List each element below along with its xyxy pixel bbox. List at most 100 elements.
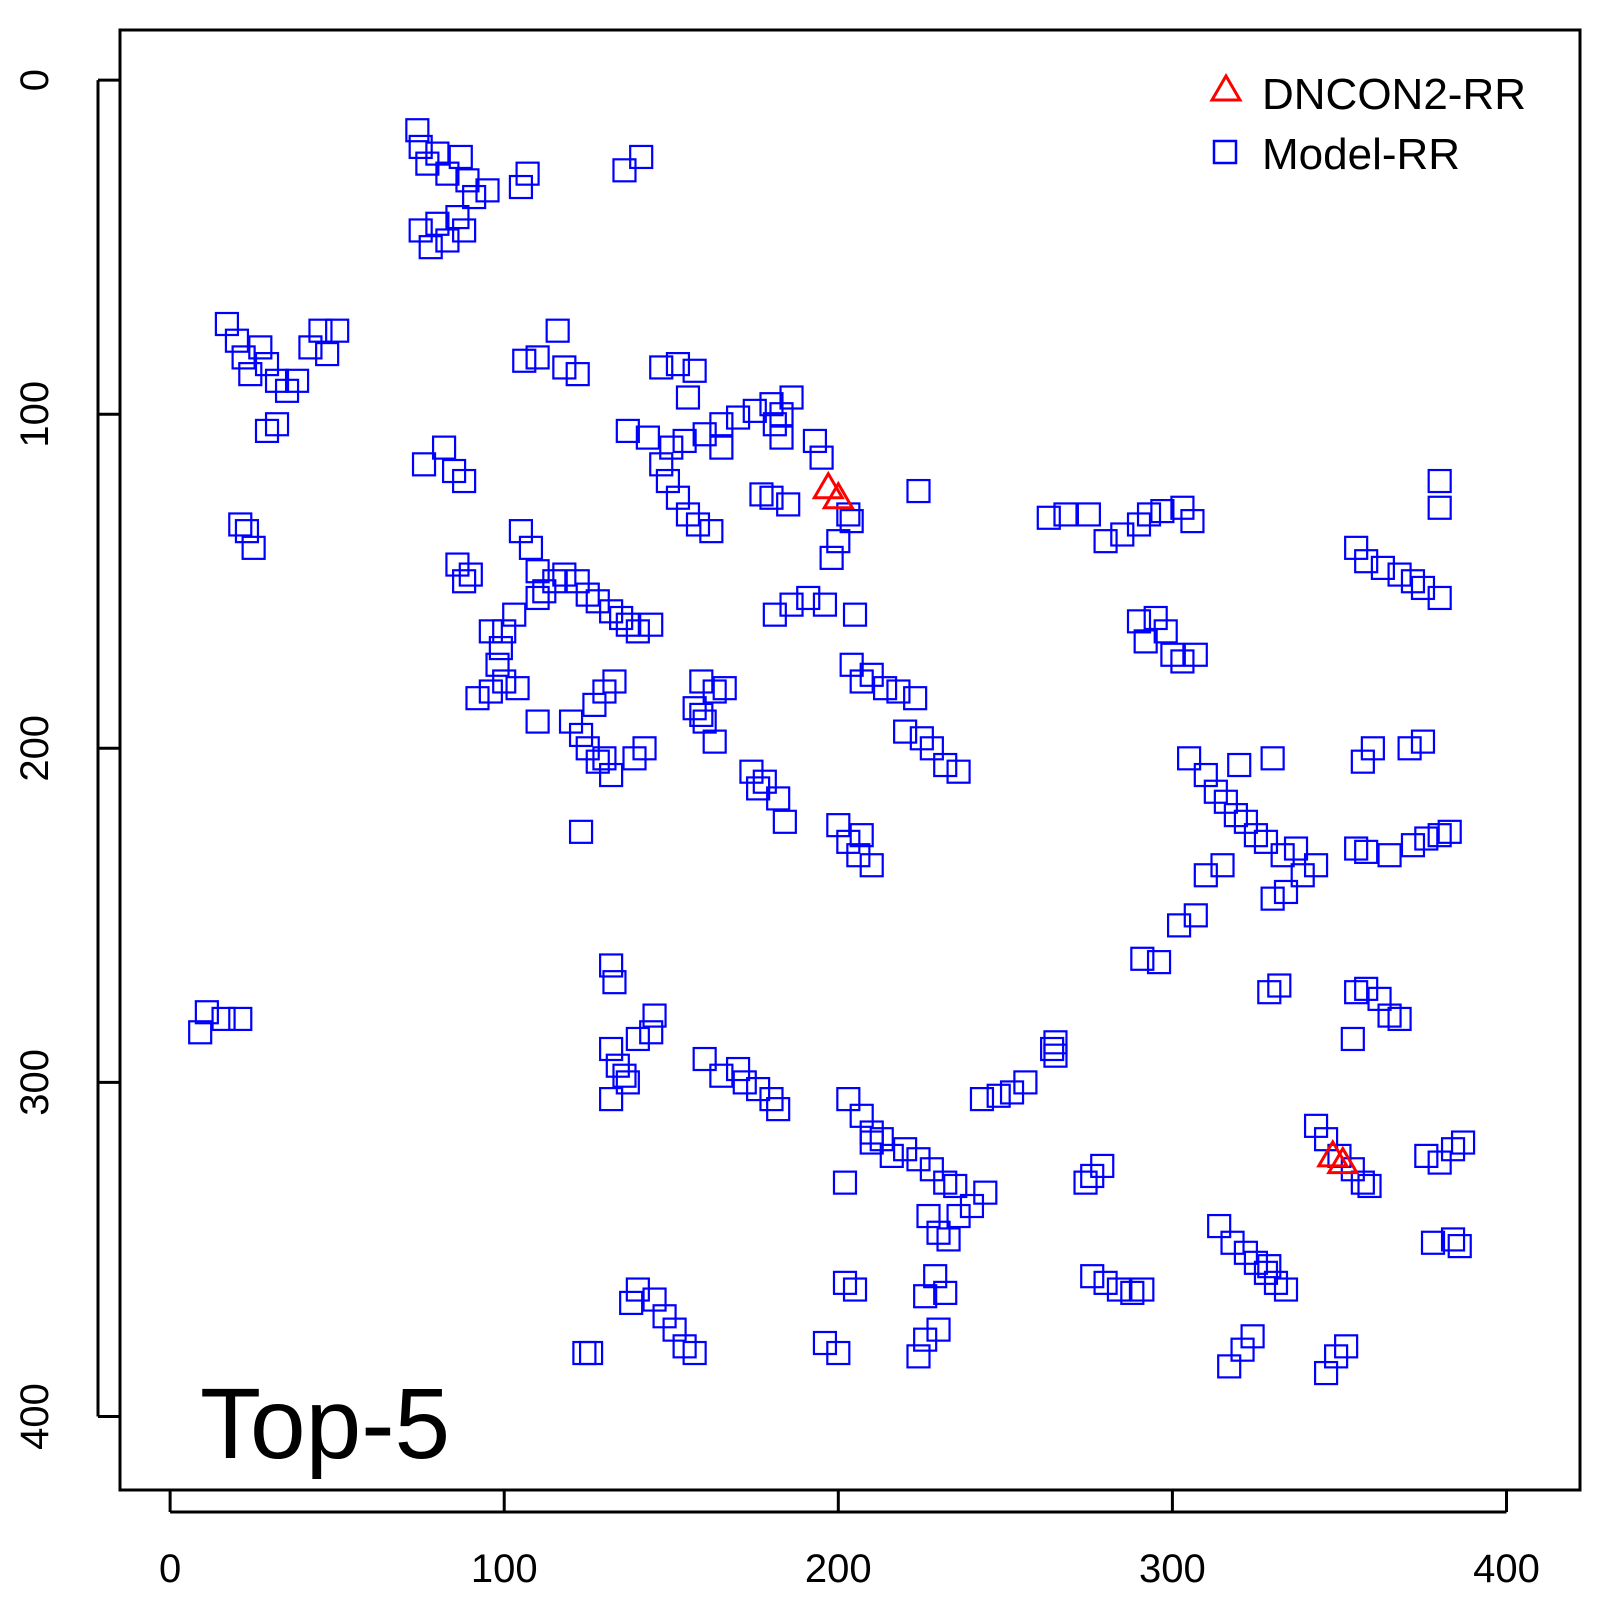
model-rr-point [872,676,898,701]
model-rr-point [1360,736,1385,761]
model-rr-point [1414,1143,1439,1169]
model-rr-point [1227,752,1252,778]
model-rr-point [1267,973,1292,998]
model-rr-point [1136,502,1162,527]
model-rr-point [625,1026,650,1052]
model-rr-point [1207,1213,1232,1239]
model-rr-point [585,749,610,774]
model-rr-point [518,535,544,560]
model-rr-point [435,161,460,186]
model-rr-point [1170,649,1195,674]
model-rr-point [248,335,273,360]
y-tick-label: 400 [13,1383,57,1450]
model-rr-point [592,746,617,771]
model-rr-point [599,1087,624,1112]
model-rr-point [772,809,797,834]
model-rr-point [545,318,570,343]
model-rr-point [1387,1006,1412,1032]
model-rr-point [1106,1277,1132,1302]
model-rr-point [1354,549,1379,574]
model-rr-point [936,1227,961,1252]
model-rr-point [1180,509,1205,534]
model-rr-point [1410,729,1436,754]
model-rr-point [766,786,791,811]
model-rr-point [672,428,697,454]
model-rr-point [525,585,550,611]
model-rr-point [599,1036,624,1062]
model-rr-point [809,445,834,470]
model-rr-point [1126,609,1152,634]
model-rr-point [1427,468,1452,494]
model-rr-point [448,144,473,170]
model-rr-point [742,398,767,423]
model-rr-point [946,759,971,784]
model-rr-point [568,819,594,844]
model-rr-point [842,1277,868,1302]
legend-square-marker [1212,139,1238,165]
model-rr-point [505,676,530,701]
model-rr-point [1427,585,1452,611]
model-rr-point [749,482,774,507]
model-rr-point [228,1006,253,1032]
model-rr-point [732,1070,757,1095]
model-rr-point [635,425,660,450]
model-rr-point [1093,1270,1118,1295]
model-rr-point [919,1157,944,1182]
model-rr-point [1283,836,1309,861]
model-rr-point [1036,505,1061,530]
model-rr-point [859,662,884,687]
legend-triangle-marker [1209,73,1243,102]
model-rr-point [1273,1277,1299,1302]
model-rr-point [903,686,928,711]
model-rr-point [665,351,691,377]
model-rr-point [512,348,537,373]
model-rr-point [1210,853,1235,878]
model-rr-point [1090,1153,1115,1179]
model-rr-point [405,118,430,143]
model-rr-point [702,729,727,754]
points-layer [188,118,1476,1386]
model-rr-point [859,1130,884,1155]
model-rr-point [1450,1130,1476,1155]
model-rr-point [462,184,487,210]
model-rr-point [879,1143,904,1169]
model-rr-point [478,619,503,644]
model-rr-point [515,161,540,186]
model-rr-point [682,358,707,383]
model-rr-point [639,612,664,637]
model-rr-point [602,970,627,995]
model-rr-point [452,468,477,494]
model-rr-point [1130,1277,1155,1302]
model-rr-point [709,412,734,437]
model-rr-point [779,385,804,410]
x-tick-label: 200 [805,1547,872,1591]
model-rr-point [1153,619,1178,644]
model-rr-point [1240,1324,1265,1349]
model-rr-point [552,355,577,380]
model-rr-point [431,435,457,460]
model-rr-point [408,134,433,160]
model-rr-point [418,235,443,260]
model-rr-point [1420,1230,1446,1255]
model-rr-point [1133,629,1158,654]
model-rr-point [893,719,918,744]
model-rr-point [1080,1264,1105,1289]
dncon2-rr-point [1326,1145,1360,1175]
x-tick-label: 0 [159,1547,181,1591]
model-rr-point [1397,736,1422,761]
model-rr-point [1440,1227,1466,1252]
model-rr-point [458,562,483,587]
model-rr-point [599,953,624,978]
model-rr-point [615,1070,640,1095]
model-rr-point [1273,879,1299,905]
model-rr-point [832,1170,858,1195]
model-rr-point [689,669,714,694]
y-tick-label: 0 [13,69,57,91]
model-rr-point [1043,1043,1068,1068]
top-k-label: Top-5 [200,1368,450,1480]
model-rr-point [602,669,627,694]
model-rr-point [725,1056,751,1082]
model-rr-point [675,385,701,410]
model-rr-point [1377,843,1402,868]
